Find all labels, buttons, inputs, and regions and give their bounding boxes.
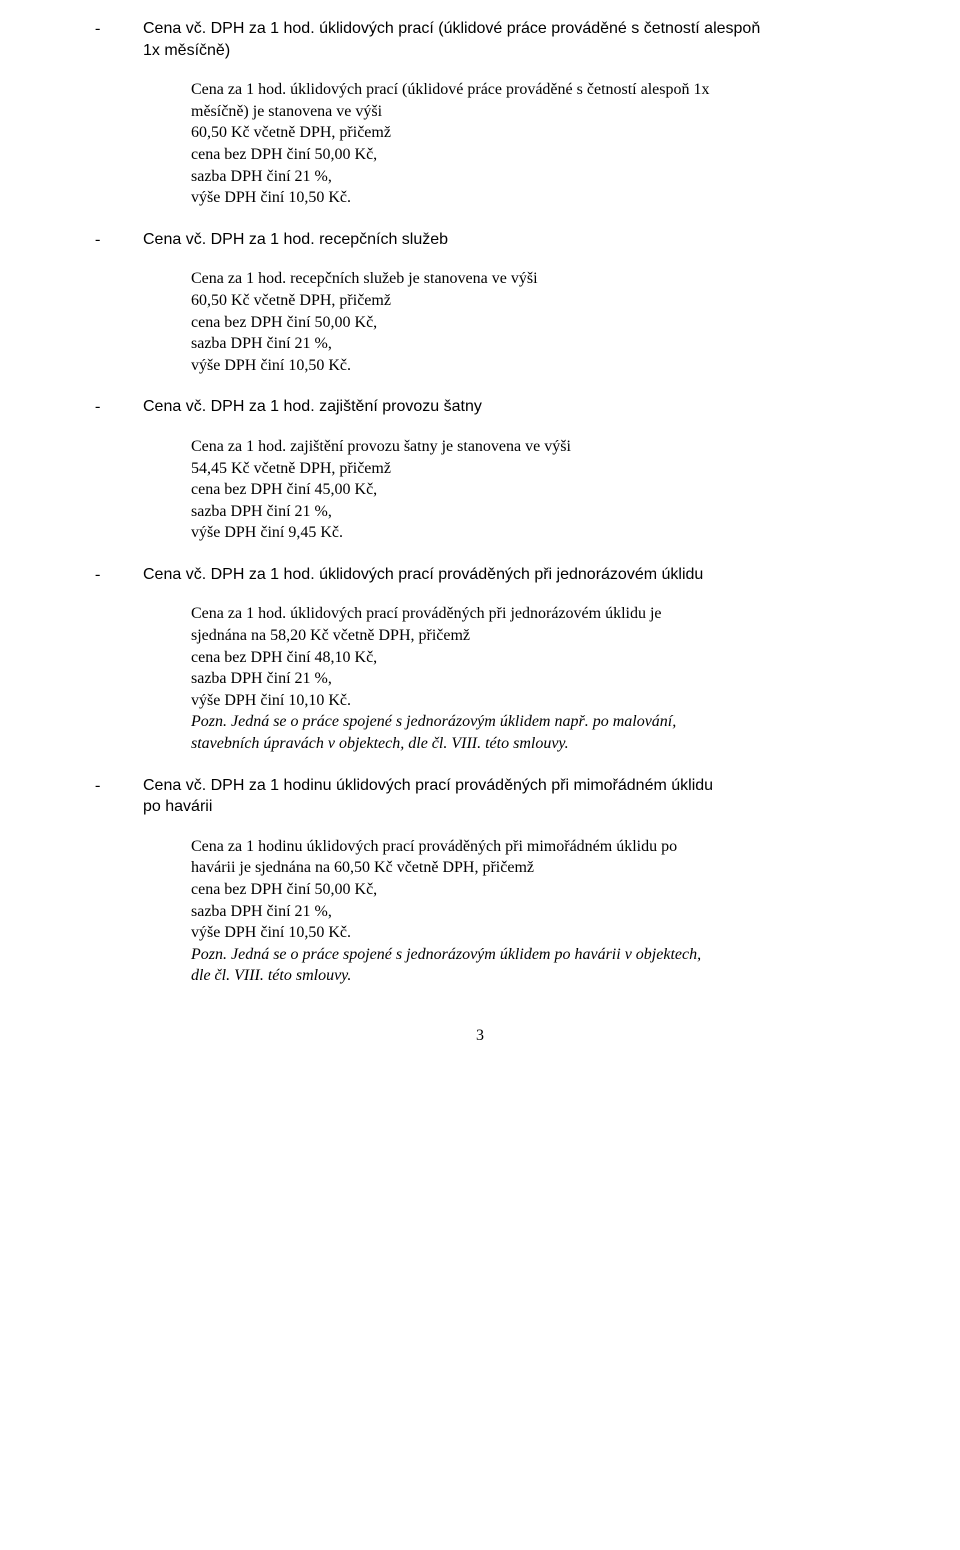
detail-line: měsíčně) je stanovena ve výši <box>191 101 865 123</box>
detail-line: cena bez DPH činí 50,00 Kč, <box>191 144 865 166</box>
detail-line: 60,50 Kč včetně DPH, přičemž <box>191 290 865 312</box>
price-item-row: - Cena vč. DPH za 1 hod. recepčních služ… <box>95 229 865 251</box>
heading-line: po havárii <box>143 798 212 815</box>
note-line: stavebních úpravách v objektech, dle čl.… <box>191 733 865 755</box>
detail-line: výše DPH činí 9,45 Kč. <box>191 522 865 544</box>
detail-line: výše DPH činí 10,50 Kč. <box>191 355 865 377</box>
detail-line: výše DPH činí 10,50 Kč. <box>191 922 865 944</box>
price-detail-block: Cena za 1 hodinu úklidových prací provád… <box>191 836 865 987</box>
price-detail-block: Cena za 1 hod. úklidových prací prováděn… <box>191 603 865 754</box>
price-item-row: - Cena vč. DPH za 1 hod. zajištění provo… <box>95 396 865 418</box>
price-heading: Cena vč. DPH za 1 hod. úklidových prací … <box>143 564 865 586</box>
heading-line: 1x měsíčně) <box>143 42 230 59</box>
price-heading: Cena vč. DPH za 1 hod. úklidových prací … <box>143 18 865 61</box>
bullet-dash: - <box>95 396 143 418</box>
detail-line: Cena za 1 hod. úklidových prací (úklidov… <box>191 79 865 101</box>
note-line: Pozn. Jedná se o práce spojené s jednorá… <box>191 944 865 966</box>
bullet-dash: - <box>95 18 143 40</box>
price-item-row: - Cena vč. DPH za 1 hodinu úklidových pr… <box>95 775 865 818</box>
price-heading: Cena vč. DPH za 1 hod. zajištění provozu… <box>143 396 865 418</box>
price-detail-block: Cena za 1 hod. zajištění provozu šatny j… <box>191 436 865 544</box>
note-line: Pozn. Jedná se o práce spojené s jednorá… <box>191 711 865 733</box>
heading-line: Cena vč. DPH za 1 hod. úklidových prací … <box>143 20 760 37</box>
detail-line: Cena za 1 hodinu úklidových prací provád… <box>191 836 865 858</box>
price-heading: Cena vč. DPH za 1 hod. recepčních služeb <box>143 229 865 251</box>
detail-line: cena bez DPH činí 45,00 Kč, <box>191 479 865 501</box>
detail-line: havárii je sjednána na 60,50 Kč včetně D… <box>191 857 865 879</box>
detail-line: 60,50 Kč včetně DPH, přičemž <box>191 122 865 144</box>
page-number: 3 <box>95 1027 865 1045</box>
price-item-row: - Cena vč. DPH za 1 hod. úklidových prac… <box>95 564 865 586</box>
price-detail-block: Cena za 1 hod. recepčních služeb je stan… <box>191 268 865 376</box>
detail-line: 54,45 Kč včetně DPH, přičemž <box>191 458 865 480</box>
detail-line: sazba DPH činí 21 %, <box>191 501 865 523</box>
detail-line: Cena za 1 hod. zajištění provozu šatny j… <box>191 436 865 458</box>
detail-line: cena bez DPH činí 48,10 Kč, <box>191 647 865 669</box>
bullet-dash: - <box>95 775 143 797</box>
detail-line: cena bez DPH činí 50,00 Kč, <box>191 879 865 901</box>
detail-line: výše DPH činí 10,10 Kč. <box>191 690 865 712</box>
bullet-dash: - <box>95 564 143 586</box>
price-heading: Cena vč. DPH za 1 hodinu úklidových prac… <box>143 775 865 818</box>
detail-line: sazba DPH činí 21 %, <box>191 668 865 690</box>
heading-line: Cena vč. DPH za 1 hodinu úklidových prac… <box>143 777 713 794</box>
bullet-dash: - <box>95 229 143 251</box>
price-item-row: - Cena vč. DPH za 1 hod. úklidových prac… <box>95 18 865 61</box>
detail-line: cena bez DPH činí 50,00 Kč, <box>191 312 865 334</box>
detail-line: sazba DPH činí 21 %, <box>191 333 865 355</box>
price-detail-block: Cena za 1 hod. úklidových prací (úklidov… <box>191 79 865 209</box>
detail-line: sazba DPH činí 21 %, <box>191 901 865 923</box>
note-line: dle čl. VIII. této smlouvy. <box>191 965 865 987</box>
detail-line: Cena za 1 hod. recepčních služeb je stan… <box>191 268 865 290</box>
detail-line: sjednána na 58,20 Kč včetně DPH, přičemž <box>191 625 865 647</box>
detail-line: sazba DPH činí 21 %, <box>191 166 865 188</box>
detail-line: výše DPH činí 10,50 Kč. <box>191 187 865 209</box>
detail-line: Cena za 1 hod. úklidových prací prováděn… <box>191 603 865 625</box>
